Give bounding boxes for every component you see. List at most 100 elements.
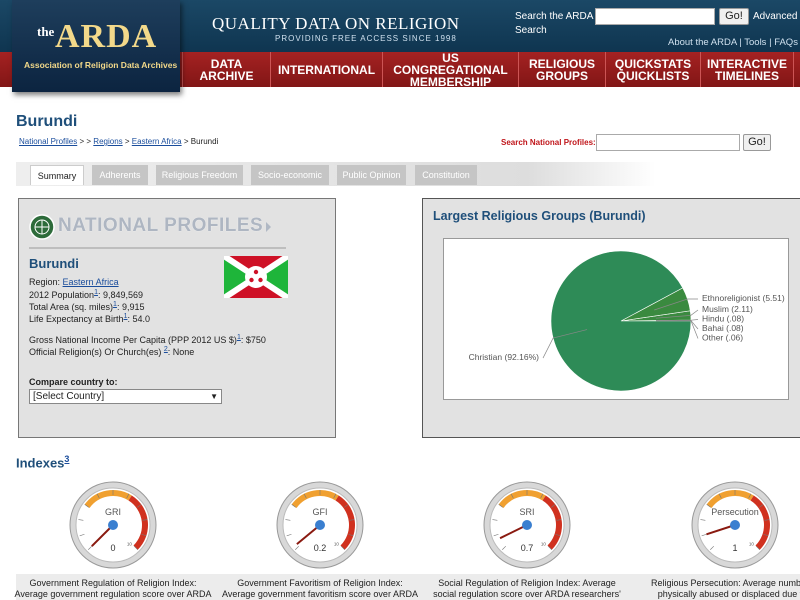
profile-search-input[interactable] <box>596 134 740 151</box>
gauge-tick <box>718 493 722 499</box>
profile-banner-graphics <box>29 214 286 249</box>
field: Total Area (sq. miles)1: 9,915 <box>29 301 144 312</box>
footnote[interactable]: 1 <box>113 301 117 308</box>
crumb-sep: > <box>124 137 130 146</box>
gauge-caption: Religious Persecution: Average number of… <box>633 578 800 600</box>
gauge-hub <box>730 520 740 530</box>
field-label: 2012 Population <box>29 290 95 300</box>
gauge-tick <box>510 493 514 499</box>
gauge-tick <box>126 493 130 499</box>
gauge-tick <box>341 546 345 550</box>
gauge-tick <box>764 519 770 521</box>
nav-item[interactable]: QUICKSTATS QUICKLISTS <box>605 52 700 87</box>
header-link[interactable]: FAQs <box>774 37 798 48</box>
slice-label: Muslim (2.11) <box>702 304 753 314</box>
gauge-value: 0.2 <box>314 543 327 553</box>
gauge-band <box>498 490 546 509</box>
tab[interactable]: Constitution <box>415 165 477 185</box>
tab[interactable]: Adherents <box>92 165 148 185</box>
gauge-label: SRI <box>519 507 534 517</box>
footnote[interactable]: 1 <box>94 289 98 296</box>
search-button[interactable]: Go! <box>719 8 749 25</box>
crumb[interactable]: Eastern Africa <box>131 137 182 146</box>
nav-item-edge <box>793 52 800 87</box>
nav-item[interactable]: US CONGREGATIONAL MEMBERSHIP <box>382 52 518 88</box>
gauge-label: Persecution <box>711 507 759 517</box>
search-input[interactable] <box>595 8 715 25</box>
slice-value-label: (2.11) <box>731 304 753 314</box>
indexes-title-text: Indexes <box>16 455 65 471</box>
slice-category: Other <box>702 333 723 343</box>
gauge-tick <box>555 533 561 537</box>
gauge-tick <box>84 504 89 508</box>
crumb[interactable]: Regions <box>93 137 123 146</box>
select-arrow: ▼ <box>210 392 218 401</box>
profile-search-label: Search National Profiles: <box>501 138 596 147</box>
logo[interactable]: the ARDA Association of Religion Data Ar… <box>12 0 180 92</box>
gauge-hub <box>315 520 325 530</box>
separator: | <box>769 37 772 48</box>
tab[interactable]: Socio-economic <box>251 165 329 185</box>
gauge-tick <box>548 546 552 550</box>
gauge-tick <box>540 493 544 499</box>
header-link[interactable]: About the ARDA <box>668 37 737 48</box>
gauge-tick <box>763 533 769 537</box>
header-link[interactable]: Tools <box>744 37 767 48</box>
gauge-tick <box>286 533 292 537</box>
nav-item[interactable]: INTERNATIONAL <box>270 52 382 87</box>
tab[interactable]: Summary <box>30 165 84 185</box>
field-value: : 54.0 <box>127 314 150 324</box>
advanced-search-2[interactable]: Search <box>515 25 547 36</box>
gauge-tick <box>333 493 337 499</box>
slice-label: Hindu (.08) <box>702 314 744 324</box>
gauge-tick <box>295 546 299 550</box>
nav-item[interactable]: INTERACTIVE TIMELINES <box>700 52 793 87</box>
footnote[interactable]: 2 <box>163 346 168 353</box>
gauge-tick <box>756 546 760 550</box>
gauge-tick <box>344 504 349 508</box>
nav-item[interactable]: RELIGIOUS GROUPS <box>518 52 605 87</box>
profile-search-button[interactable]: Go! <box>743 134 771 151</box>
field: Official Religion(s) Or Church(es) 2: No… <box>29 346 194 357</box>
caption-line: Average government regulation score over… <box>14 589 212 599</box>
gauge-label: GRI <box>105 507 121 517</box>
slice-category: Bahai <box>702 323 724 333</box>
logo-name: ARDA <box>55 18 158 55</box>
footnote[interactable]: 1 <box>123 313 128 320</box>
gauge-max: 10 <box>334 541 340 546</box>
leader-line <box>655 309 699 319</box>
slice-category: Hindu <box>702 314 724 324</box>
slice-label: Christian (92.16%) <box>469 352 540 362</box>
profile-banner: NATIONAL PROFILES <box>58 215 264 236</box>
gauge-tick <box>291 504 296 508</box>
gauge-tick <box>134 546 138 550</box>
tab[interactable]: Public Opinion <box>337 165 406 185</box>
footnote[interactable]: 3 <box>64 454 70 464</box>
country-name: Burundi <box>29 256 79 271</box>
separator: | <box>739 37 742 48</box>
caption-line: Social Regulation of Religion Index: Ave… <box>438 578 616 588</box>
gauge-tick <box>142 519 148 521</box>
slice-label: Ethnoreligionist (5.51) <box>702 293 785 303</box>
field-value: : 9,849,569 <box>97 290 144 300</box>
advanced-search[interactable]: Advanced <box>753 11 798 22</box>
gauge-hub <box>108 520 118 530</box>
caption-line: Government Favoritism of Religion Index: <box>237 578 403 588</box>
crumb[interactable]: National Profiles <box>19 137 78 146</box>
footnote[interactable]: 1 <box>236 334 241 341</box>
slice-value-label: (.06) <box>726 333 744 343</box>
gauge-tick <box>710 546 714 550</box>
field-value[interactable]: Eastern Africa <box>62 277 119 287</box>
tab[interactable]: Religious Freedom <box>156 165 243 185</box>
indexes-title: Indexes3 <box>16 454 69 470</box>
gauge-band <box>542 495 562 550</box>
select-text: [Select Country] <box>33 391 105 402</box>
compare-select[interactable]: [Select Country] ▼ <box>29 389 222 404</box>
slice-label: Bahai (.08) <box>702 323 744 333</box>
logo-the: the <box>37 24 55 39</box>
slice-value-label: (.08) <box>726 323 744 333</box>
gauge-tick <box>137 504 142 508</box>
nav-item[interactable]: DATA ARCHIVE <box>182 52 270 87</box>
gauge-band <box>335 495 355 550</box>
gauge-tick <box>551 504 556 508</box>
